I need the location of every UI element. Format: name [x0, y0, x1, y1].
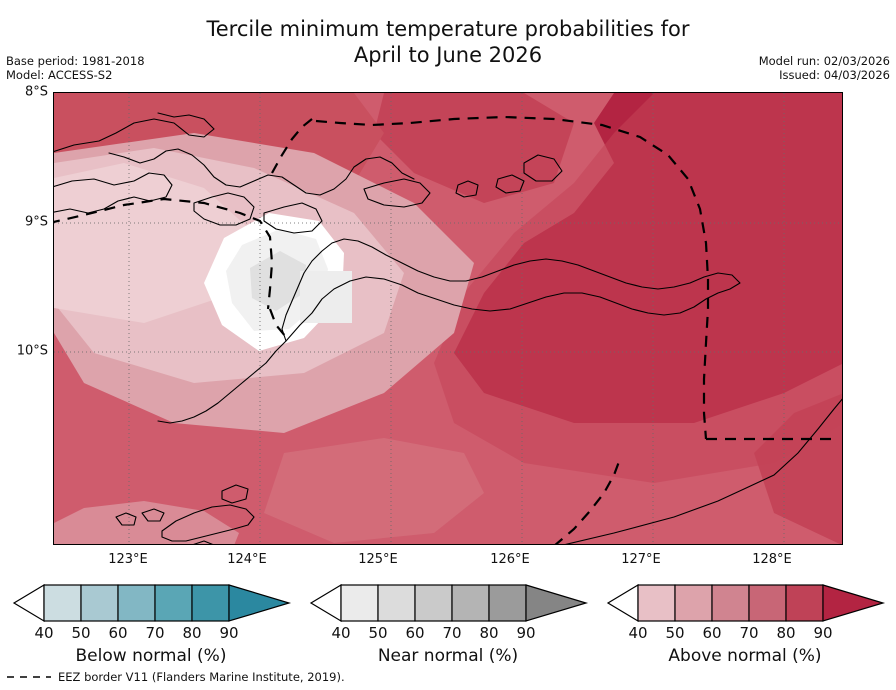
colorbar-below-normal-label: Below normal (%): [75, 646, 227, 666]
cbar1-tick-90: 90: [219, 624, 239, 642]
eez-border-line: [54, 115, 836, 544]
y-axis-tick-8S: 8°S: [24, 84, 48, 100]
colorbar-below-normal-ticks: 40 50 60 70 80 90: [8, 624, 294, 644]
contour-near-normal-50: [250, 251, 306, 311]
cbar1-tick-80: 80: [182, 624, 202, 642]
cbar2-tick-40: 40: [331, 624, 351, 642]
colorbar-below-high-arrow: [228, 584, 292, 622]
model-text: Model: ACCESS-S2: [6, 68, 113, 82]
x-axis-tick-127E: 127°E: [621, 552, 661, 567]
metadata-left: Base period: 1981-2018 Model: ACCESS-S2: [6, 54, 145, 82]
x-axis-tick-123E: 123°E: [108, 552, 148, 567]
x-axis-tick-124E: 124°E: [227, 552, 267, 567]
eez-legend: EEZ border V11 (Flanders Marine Institut…: [6, 670, 345, 684]
cbar1-tick-70: 70: [145, 624, 165, 642]
cbar1-tick-50: 50: [71, 624, 91, 642]
cbar2-tick-60: 60: [405, 624, 425, 642]
contour-above-60-south: [264, 438, 484, 543]
dashed-line-icon: [7, 676, 51, 678]
cbar2-tick-80: 80: [479, 624, 499, 642]
colorbar-above-normal[interactable]: 40 50 60 70 80 90 Above normal (%): [602, 583, 888, 673]
colorbar-above-normal-ticks: 40 50 60 70 80 90: [602, 624, 888, 644]
title-line-2: April to June 2026: [353, 43, 543, 67]
colorbar-near-low-arrow: [309, 583, 342, 623]
y-axis-tick-9S: 9°S: [24, 214, 48, 230]
contour-above-50-southwest: [54, 501, 239, 544]
base-period-text: Base period: 1981-2018: [6, 54, 145, 68]
probability-map[interactable]: © Commonwealth of Australia 2026, Bureau…: [53, 92, 843, 545]
colorbar-near-normal-label: Near normal (%): [377, 646, 519, 666]
model-run-text: Model run: 02/03/2026: [758, 54, 890, 68]
x-axis-tick-128E: 128°E: [752, 552, 792, 567]
title-line-1: Tercile minimum temperature probabilitie…: [206, 17, 690, 41]
cbar2-tick-50: 50: [368, 624, 388, 642]
y-axis-tick-10S: 10°S: [16, 343, 48, 359]
x-axis-tick-126E: 126°E: [490, 552, 530, 567]
colorbar-above-normal-swatches: [606, 583, 886, 623]
contour-above-80-band: [434, 93, 842, 483]
cbar3-tick-90: 90: [813, 624, 833, 642]
metadata-right: Model run: 02/03/2026 Issued: 04/03/2026: [759, 54, 890, 82]
cbar1-tick-40: 40: [34, 624, 54, 642]
eez-legend-label: EEZ border V11 (Flanders Marine Institut…: [58, 670, 345, 684]
map-canvas: [54, 93, 842, 544]
cbar2-tick-90: 90: [516, 624, 536, 642]
contour-near-normal-block: [300, 271, 352, 323]
colorbar-near-normal-swatches: [309, 583, 589, 623]
colorbar-above-low-arrow: [606, 583, 639, 623]
cbar3-tick-40: 40: [628, 624, 648, 642]
colorbar-near-high-arrow: [525, 584, 589, 622]
colorbar-below-normal[interactable]: 40 50 60 70 80 90 Below normal (%): [8, 583, 294, 673]
cbar3-tick-50: 50: [665, 624, 685, 642]
page-title: Tercile minimum temperature probabilitie…: [0, 16, 896, 68]
cbar2-tick-70: 70: [442, 624, 462, 642]
issued-text: Issued: 04/03/2026: [779, 68, 890, 82]
colorbar-near-normal-ticks: 40 50 60 70 80 90: [305, 624, 591, 644]
colorbar-above-high-arrow: [822, 584, 886, 622]
cbar1-tick-60: 60: [108, 624, 128, 642]
colorbar-near-normal[interactable]: 40 50 60 70 80 90 Near normal (%): [305, 583, 591, 673]
colorbar-below-normal-swatches: [12, 583, 292, 623]
cbar3-tick-80: 80: [776, 624, 796, 642]
cbar3-tick-60: 60: [702, 624, 722, 642]
x-axis-tick-125E: 125°E: [358, 552, 398, 567]
coastlines: [54, 112, 741, 544]
colorbar-below-low-arrow: [12, 583, 45, 623]
territorial-boundary-line: [565, 398, 842, 544]
colorbar-above-normal-label: Above normal (%): [668, 646, 822, 666]
contour-above-80-north: [374, 93, 574, 203]
cbar3-tick-70: 70: [739, 624, 759, 642]
